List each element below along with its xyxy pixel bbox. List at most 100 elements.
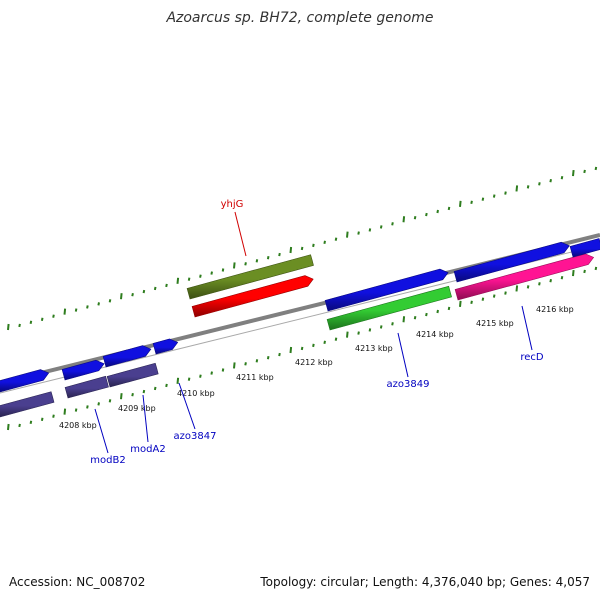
- gene-leader-line: [142, 394, 149, 443]
- lower-scale-tick: [244, 362, 247, 366]
- lower-scale-tick: [504, 291, 507, 295]
- upper-scale-tick: [447, 206, 451, 211]
- upper-scale-tick: [346, 231, 349, 238]
- upper-scale-tick: [425, 212, 428, 217]
- gene-modB2[interactable]: [0, 391, 55, 418]
- gene-cds-forward[interactable]: [0, 369, 50, 393]
- lower-scale-tick: [391, 322, 394, 326]
- genome-stats-text: Topology: circular; Length: 4,376,040 bp…: [260, 575, 590, 589]
- lower-scale-tick: [86, 405, 89, 409]
- upper-scale-tick: [120, 293, 123, 300]
- upper-scale-tick: [300, 246, 304, 251]
- lower-scale-tick: [278, 352, 281, 357]
- upper-scale-tick: [40, 317, 44, 321]
- accession-text: Accession: NC_008702: [9, 575, 146, 589]
- lower-scale-tick: [142, 389, 146, 394]
- gene-cds-reverse[interactable]: [106, 362, 159, 388]
- gene-recD[interactable]: [454, 253, 595, 301]
- upper-scale-tick: [244, 262, 247, 266]
- lower-scale-tick: [40, 417, 44, 421]
- upper-scale-tick: [379, 225, 383, 229]
- gene-modA2[interactable]: [64, 375, 109, 399]
- position-label: 4214 kbp: [416, 330, 454, 339]
- upper-scale-tick: [210, 271, 213, 275]
- lower-scale-tick: [7, 423, 10, 431]
- upper-scale-tick: [153, 286, 157, 291]
- upper-scale-tick: [413, 215, 417, 220]
- upper-scale-tick: [323, 240, 326, 244]
- lower-scale-tick: [131, 392, 134, 397]
- lower-scale-tick: [346, 331, 349, 338]
- lower-scale-tick: [402, 316, 406, 323]
- upper-scale-tick: [52, 314, 55, 318]
- gene-label-yhjG[interactable]: yhjG: [221, 199, 244, 210]
- upper-scale-tick: [176, 277, 180, 284]
- upper-scale-tick: [560, 175, 564, 180]
- upper-scale-tick: [199, 274, 202, 278]
- lower-scale-tick: [120, 393, 123, 400]
- gene-label-modB2[interactable]: modB2: [90, 455, 125, 466]
- gene-azo3849[interactable]: [326, 285, 452, 331]
- lower-scale-tick: [153, 386, 157, 391]
- gene-label-azo3847[interactable]: azo3847: [174, 431, 217, 442]
- lower-scale-tick: [74, 408, 78, 412]
- lower-scale-tick: [572, 269, 575, 277]
- lower-scale-tick: [266, 355, 270, 360]
- upper-scale-tick: [278, 252, 281, 257]
- position-label: 4210 kbp: [177, 389, 215, 398]
- gene-red[interactable]: [191, 275, 314, 318]
- gene-label-azo3849[interactable]: azo3849: [387, 379, 430, 390]
- upper-scale-tick: [29, 320, 33, 325]
- upper-scale-tick: [74, 308, 78, 312]
- lower-scale-tick: [165, 383, 168, 388]
- position-label: 4209 kbp: [118, 404, 156, 413]
- gene-label-recD[interactable]: recD: [520, 352, 544, 363]
- lower-scale-tick: [549, 279, 552, 283]
- gene-label-modA2[interactable]: modA2: [130, 444, 165, 455]
- lower-scale-tick: [108, 399, 112, 403]
- lower-scale-tick: [97, 402, 100, 406]
- upper-scale-tick: [334, 237, 338, 241]
- upper-scale-tick: [357, 231, 360, 235]
- gene-yhjG[interactable]: [186, 254, 314, 300]
- position-label: 4208 kbp: [59, 421, 97, 430]
- gene-cds-forward[interactable]: [324, 268, 449, 312]
- gene-leader-line: [397, 332, 409, 378]
- lower-scale-tick: [255, 359, 259, 363]
- upper-scale-tick: [142, 289, 146, 294]
- upper-scale-tick: [583, 169, 586, 174]
- gene-cds-forward[interactable]: [152, 338, 179, 355]
- upper-scale-tick: [504, 191, 507, 195]
- gene-cds-forward[interactable]: [453, 241, 570, 283]
- lower-scale-tick: [447, 306, 451, 311]
- gene-cds-forward[interactable]: [102, 345, 152, 368]
- upper-scale-tick: [459, 200, 462, 207]
- lower-scale-tick: [221, 368, 225, 372]
- lower-scale-tick: [515, 285, 519, 292]
- upper-scale-tick: [526, 185, 530, 189]
- upper-scale-tick: [233, 262, 236, 269]
- upper-scale-tick: [97, 302, 100, 306]
- upper-scale-tick: [266, 255, 270, 260]
- lower-scale-tick: [526, 285, 530, 289]
- lower-scale-tick: [357, 331, 360, 335]
- upper-scale-tick: [18, 323, 21, 328]
- position-label: 4212 kbp: [295, 358, 333, 367]
- lower-scale-tick: [459, 300, 462, 307]
- gene-leader-line: [234, 211, 247, 257]
- position-label: 4213 kbp: [355, 344, 393, 353]
- upper-scale-tick: [391, 222, 394, 226]
- lower-scale-tick: [210, 371, 213, 375]
- upper-scale-tick: [368, 228, 372, 232]
- upper-scale-tick: [402, 216, 406, 223]
- lower-scale-tick: [470, 300, 473, 304]
- upper-scale-tick: [7, 323, 10, 331]
- upper-scale-tick: [515, 185, 519, 192]
- lower-scale-tick: [187, 377, 191, 381]
- upper-scale-tick: [492, 194, 496, 198]
- upper-scale-tick: [312, 243, 315, 248]
- lower-scale-tick: [18, 423, 21, 428]
- map-title: Azoarcus sp. BH72, complete genome: [166, 10, 434, 26]
- upper-scale-tick: [538, 182, 541, 186]
- gene-cds-forward[interactable]: [61, 359, 105, 381]
